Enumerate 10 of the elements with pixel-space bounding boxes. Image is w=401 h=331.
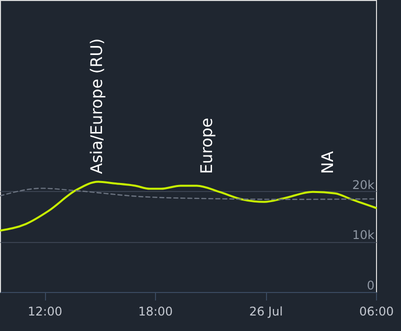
x-tick-label: 18:00 [138,304,173,318]
annotation: NA [318,151,337,174]
y-tick-label: 10k [352,228,375,242]
x-tick-label: 26 Jul [249,304,283,318]
annotation: Europe [197,118,216,174]
y-tick-label: 0 [366,278,374,292]
y-tick-label: 20k [352,178,375,192]
x-tick-label: 06:00 [359,304,394,318]
x-tick-label: 12:00 [28,304,62,318]
annotation: Asia/Europe (RU) [87,38,106,174]
